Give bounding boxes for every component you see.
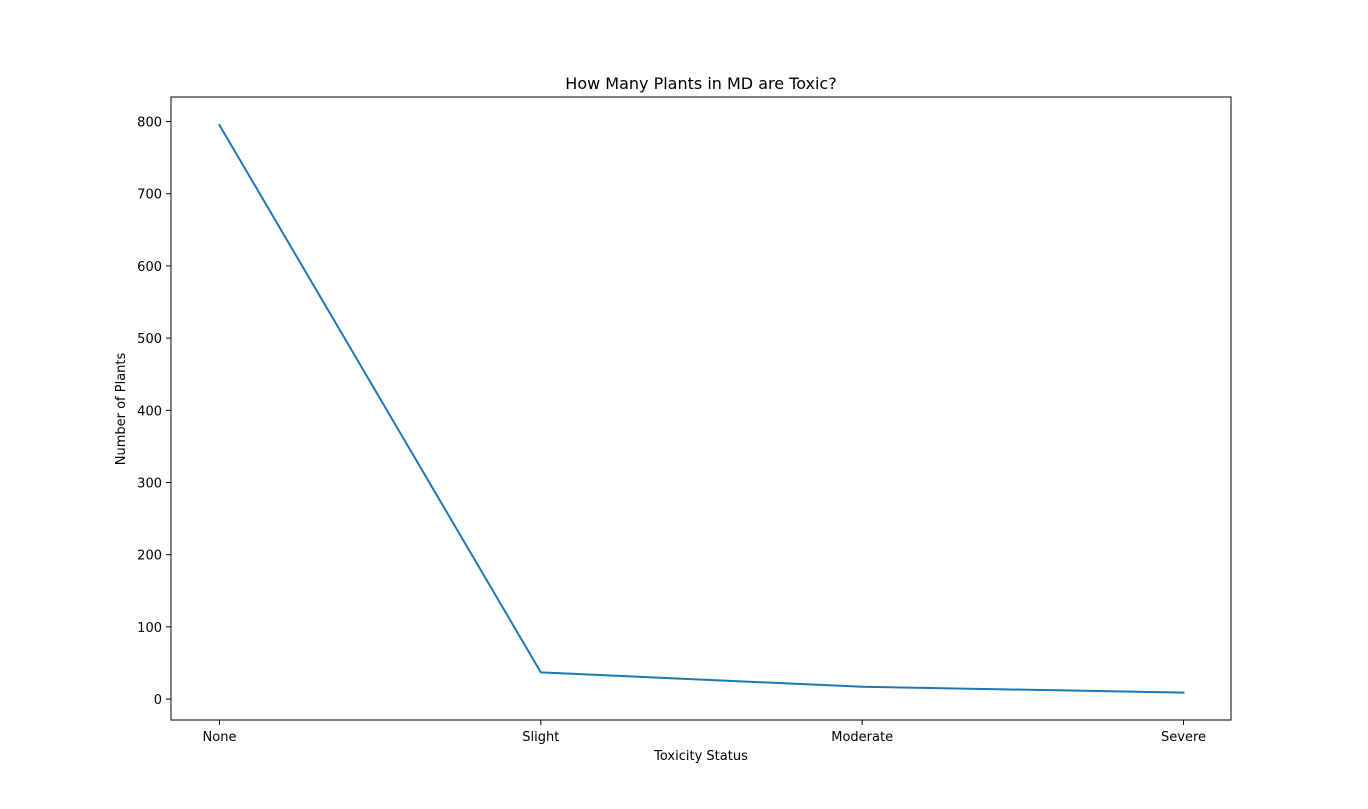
chart-title: How Many Plants in MD are Toxic? [565, 74, 836, 93]
y-axis-title: Number of Plants [114, 353, 129, 466]
x-tick-label: Moderate [831, 730, 893, 745]
y-tick-label: 800 [137, 116, 162, 131]
y-tick-label: 100 [137, 621, 162, 636]
plot-frame [170, 96, 1232, 721]
x-tick-label: Severe [1161, 730, 1206, 745]
x-axis-title: Toxicity Status [653, 749, 748, 764]
y-tick-label: 300 [137, 476, 162, 491]
y-tick-label: 400 [137, 404, 162, 419]
y-tick-label: 500 [137, 332, 162, 347]
y-tick-label: 200 [137, 549, 162, 564]
y-tick-label: 700 [137, 188, 162, 203]
y-tick-label: 0 [154, 693, 162, 708]
plot-area: 0 100 200 300 400 500 600 700 800 None Slight Moder… [137, 96, 1232, 745]
x-tick-label: None [203, 730, 237, 745]
series-line [218, 123, 1185, 694]
x-tick-label: Slight [522, 730, 559, 745]
y-tick-label: 600 [137, 260, 162, 275]
